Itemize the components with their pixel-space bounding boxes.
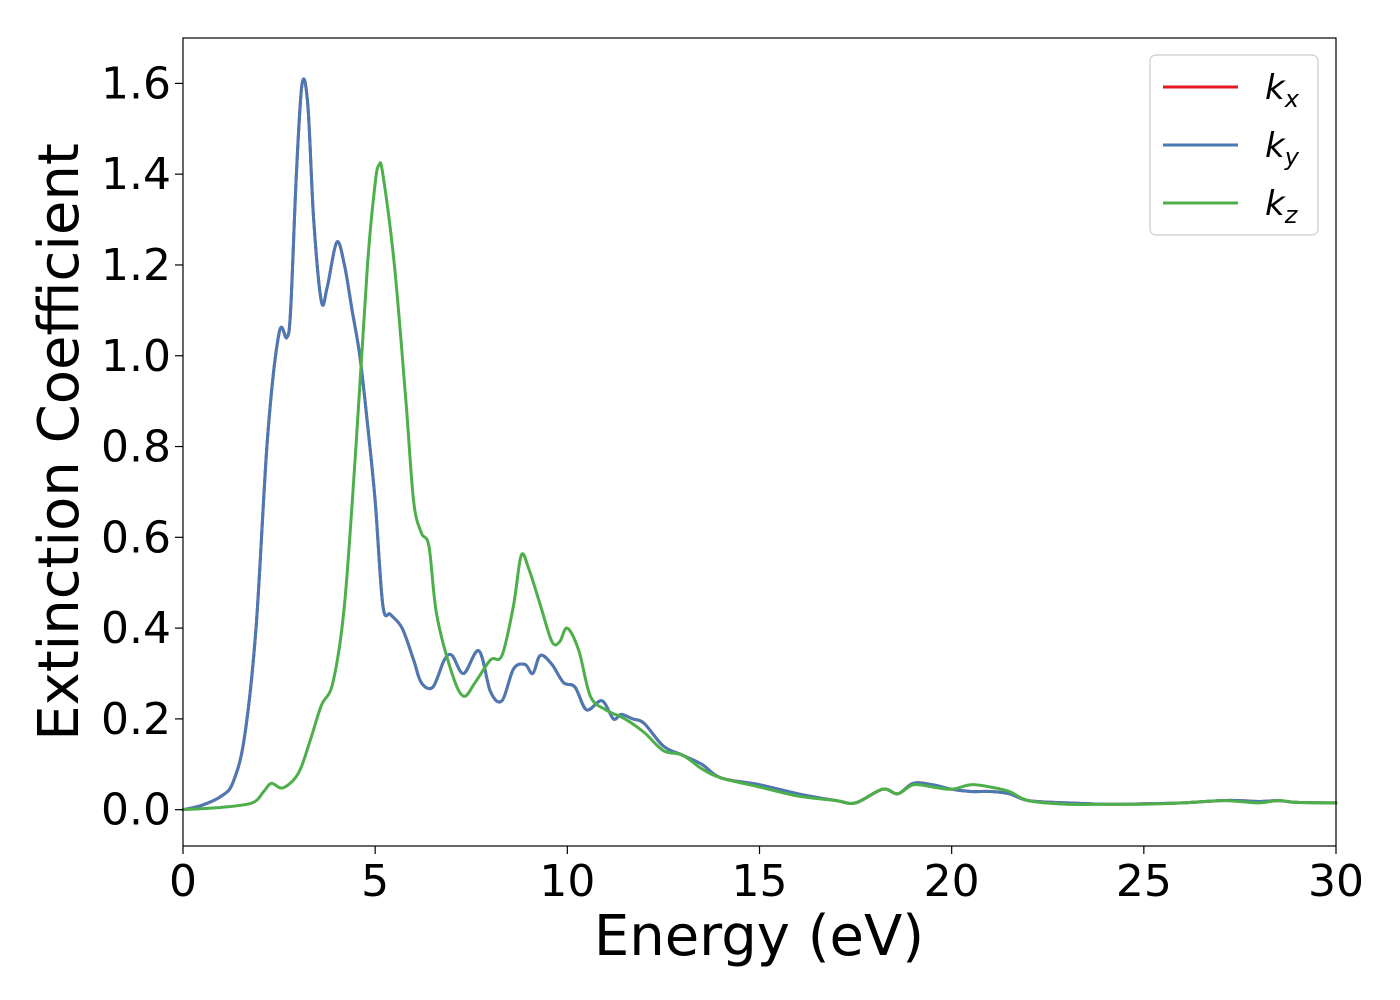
x-tick-label: 5 [361,856,389,907]
series-line-kz [181,161,1338,812]
x-tick-label: 20 [924,856,980,907]
y-tick-label: 1.4 [101,149,171,200]
x-tick-label: 25 [1116,856,1172,907]
x-tick-label: 0 [169,856,197,907]
x-tick-label: 15 [732,856,788,907]
y-axis: 0.0 0.2 0.4 0.6 0.8 1.0 1.2 1.4 1.6 [101,58,183,836]
y-tick-label: 0.2 [101,694,171,745]
y-tick-label: 0.8 [101,422,171,473]
x-axis-title: Energy (eV) [594,904,924,969]
x-tick-label: 30 [1308,856,1364,907]
series-line-ky [181,77,1338,812]
x-axis: 0 5 10 15 20 25 30 [169,846,1364,907]
y-tick-label: 0.4 [101,603,171,654]
y-axis-title: Extinction Coefficient [27,143,92,741]
y-tick-label: 1.6 [101,58,171,109]
x-tick-label: 10 [539,856,595,907]
y-tick-label: 0.0 [101,785,171,836]
series-layer [181,77,1338,812]
y-tick-label: 1.0 [101,331,171,382]
y-tick-label: 1.2 [101,240,171,291]
y-tick-label: 0.6 [101,512,171,563]
